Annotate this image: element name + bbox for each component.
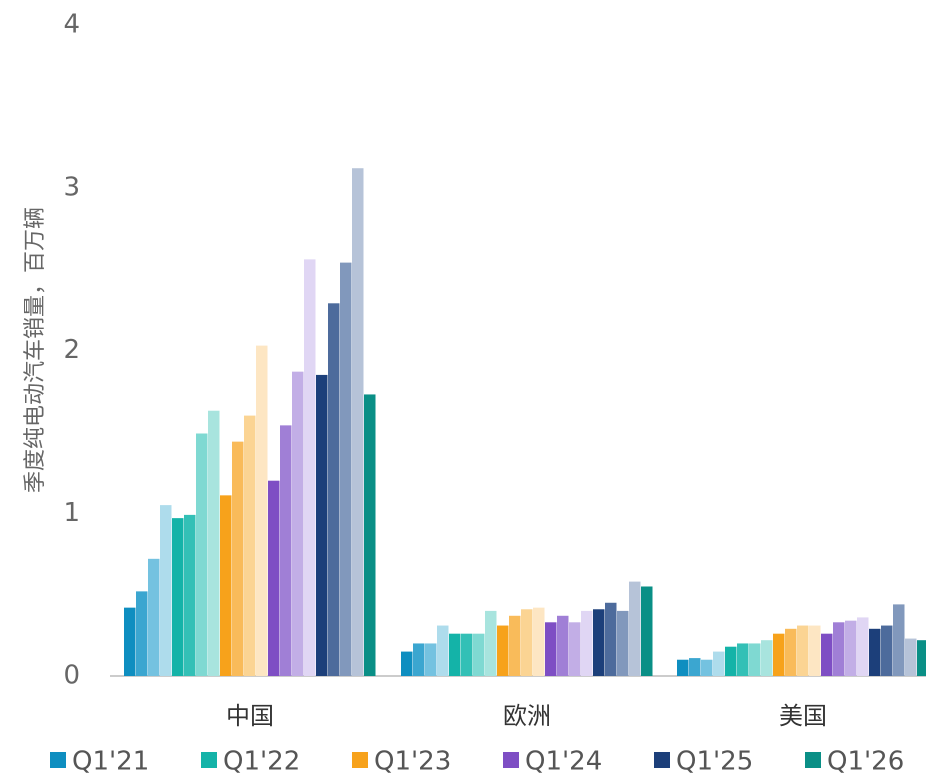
bar bbox=[689, 658, 701, 676]
bar bbox=[196, 433, 208, 676]
bar bbox=[869, 628, 881, 676]
bar bbox=[124, 607, 136, 676]
bar bbox=[184, 514, 196, 676]
bar bbox=[244, 415, 256, 676]
bar bbox=[449, 633, 461, 676]
legend-swatch bbox=[654, 752, 670, 768]
bar bbox=[208, 410, 220, 676]
legend-label: Q1'24 bbox=[525, 747, 602, 777]
bar bbox=[461, 633, 473, 676]
bar bbox=[641, 586, 653, 676]
legend-label: Q1'21 bbox=[72, 747, 149, 777]
bar bbox=[413, 643, 425, 676]
bar bbox=[485, 610, 497, 676]
bar bbox=[497, 625, 509, 676]
bar bbox=[220, 495, 232, 676]
bar bbox=[605, 602, 617, 676]
bar bbox=[737, 643, 749, 676]
legend-swatch bbox=[503, 752, 519, 768]
x-tick-label: 中国 bbox=[226, 702, 274, 730]
bar bbox=[521, 609, 533, 676]
bar bbox=[725, 646, 737, 676]
bar bbox=[821, 633, 833, 676]
bar bbox=[256, 345, 268, 676]
legend-swatch bbox=[201, 752, 217, 768]
bar bbox=[917, 640, 926, 676]
bar bbox=[316, 374, 328, 676]
bar bbox=[509, 615, 521, 676]
bar bbox=[148, 558, 160, 676]
bar bbox=[292, 371, 304, 676]
bar bbox=[857, 617, 869, 676]
legend-label: Q1'22 bbox=[223, 747, 300, 777]
bar bbox=[593, 609, 605, 676]
y-tick-label: 2 bbox=[63, 335, 80, 365]
bar bbox=[328, 303, 340, 676]
bar bbox=[581, 610, 593, 676]
bar bbox=[364, 394, 376, 676]
bar bbox=[304, 259, 316, 676]
bar bbox=[809, 625, 821, 676]
bar bbox=[160, 505, 172, 676]
bar bbox=[569, 622, 581, 676]
bar bbox=[833, 622, 845, 676]
bar bbox=[533, 607, 545, 676]
bar bbox=[232, 441, 244, 676]
bar bbox=[713, 651, 725, 676]
bar bbox=[352, 168, 364, 676]
x-tick-label: 欧洲 bbox=[503, 702, 551, 730]
bar bbox=[437, 625, 449, 676]
legend-label: Q1'26 bbox=[827, 747, 904, 777]
bar bbox=[557, 615, 569, 676]
bar bbox=[749, 643, 761, 676]
bar bbox=[401, 651, 413, 676]
legend-label: Q1'25 bbox=[676, 747, 753, 777]
bar bbox=[473, 633, 485, 676]
bar bbox=[268, 480, 280, 676]
y-tick-label: 1 bbox=[63, 498, 80, 528]
legend-swatch bbox=[805, 752, 821, 768]
bar bbox=[340, 262, 352, 676]
bar bbox=[617, 610, 629, 676]
bar bbox=[172, 518, 184, 676]
y-tick-label: 0 bbox=[63, 661, 80, 691]
bar bbox=[280, 425, 292, 676]
bar bbox=[677, 659, 689, 676]
bar bbox=[785, 628, 797, 676]
bar bbox=[797, 625, 809, 676]
bar bbox=[425, 643, 437, 676]
y-axis-label: 季度纯电动汽车销量，百万辆 bbox=[23, 207, 48, 493]
bar bbox=[893, 604, 905, 676]
x-tick-label: 美国 bbox=[779, 702, 827, 730]
bar bbox=[545, 622, 557, 676]
y-tick-label: 3 bbox=[63, 172, 80, 202]
bar bbox=[845, 620, 857, 676]
legend-label: Q1'23 bbox=[374, 747, 451, 777]
bar bbox=[136, 591, 148, 676]
bar bbox=[905, 638, 917, 676]
legend-swatch bbox=[352, 752, 368, 768]
bar bbox=[761, 640, 773, 676]
bar bbox=[881, 625, 893, 676]
bar bbox=[773, 633, 785, 676]
bar bbox=[629, 581, 641, 676]
y-tick-label: 4 bbox=[63, 10, 80, 40]
bar bbox=[701, 659, 713, 676]
legend-swatch bbox=[50, 752, 66, 768]
